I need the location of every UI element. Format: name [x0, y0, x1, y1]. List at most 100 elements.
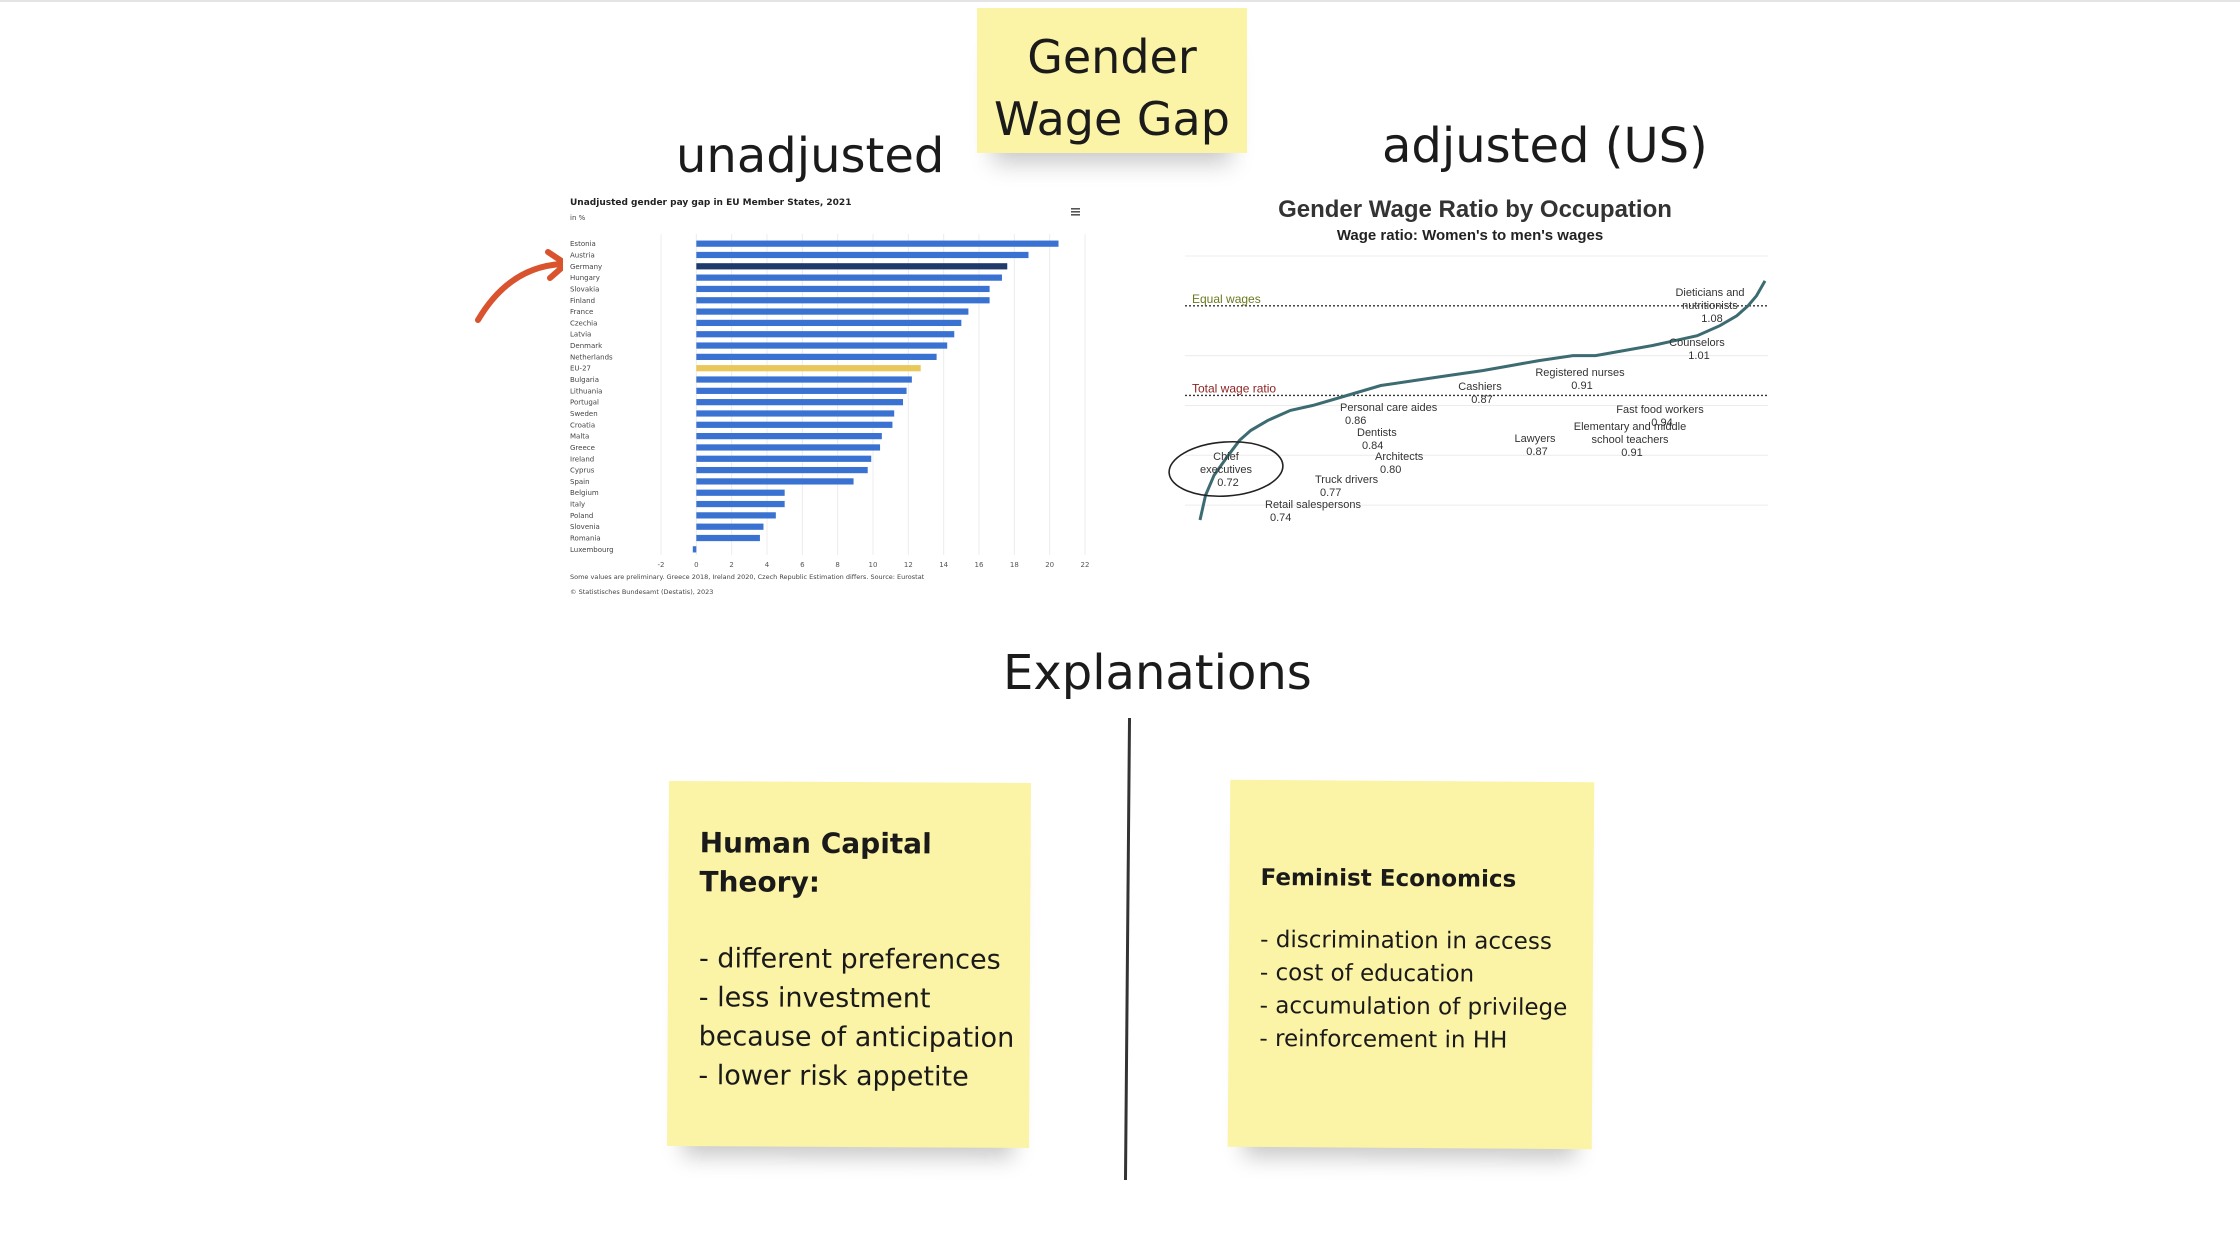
us-annotation-value: 0.94: [1651, 417, 1672, 429]
us-annotation-label: school teachers: [1591, 434, 1669, 446]
eu-bar: [696, 319, 962, 327]
eu-bar: [696, 523, 764, 530]
us-annotation-value: 0.84: [1362, 440, 1383, 452]
feminist-economics-title: Feminist Economics: [1260, 864, 1517, 893]
eu-category-label: Sweden: [570, 410, 598, 418]
us-annotation-value: 1.08: [1701, 313, 1722, 325]
feminist-economics-item: - cost of education: [1259, 959, 1475, 988]
us-annotation-value: 0.77: [1320, 487, 1341, 499]
us-annotation-value: 0.91: [1571, 380, 1592, 392]
us-annotation-value: 0.80: [1380, 464, 1401, 476]
eu-x-tick-label: 18: [1010, 561, 1019, 569]
eu-x-tick-label: 14: [939, 561, 948, 569]
eu-category-label: Ireland: [570, 455, 594, 463]
eu-bar: [696, 455, 872, 462]
eu-chart-credit: © Statistisches Bundesamt (Destatis), 20…: [570, 588, 713, 596]
eu-bar: [696, 512, 776, 519]
eu-category-label: Germany: [570, 263, 602, 271]
eu-bar: [696, 478, 854, 485]
human-capital-title-line2: Theory:: [699, 865, 821, 899]
eu-category-label: Estonia: [570, 240, 596, 248]
eu-bar: [696, 342, 948, 349]
us-annotation-label: Counselors: [1669, 337, 1725, 349]
chief-executives-circle: [1168, 440, 1284, 498]
us-annotation-value: 0.72: [1217, 477, 1238, 489]
eu-category-label: Denmark: [570, 342, 603, 350]
us-annotation-label: executives: [1200, 464, 1252, 476]
eu-x-tick-label: 2: [729, 561, 733, 569]
explanations-divider: [1123, 717, 1132, 1181]
eu-bar: [696, 410, 895, 417]
eu-bar: [696, 534, 760, 542]
us-annotation-value: 0.74: [1270, 512, 1291, 524]
eu-category-label: Romania: [570, 535, 601, 543]
eu-bar: [696, 251, 1029, 259]
eu-category-label: Cyprus: [570, 467, 595, 475]
us-annotation-label: Elementary and middle: [1574, 421, 1687, 433]
eu-bar: [696, 466, 868, 474]
eu-bar: [696, 263, 1008, 270]
eu-category-label: Finland: [570, 297, 595, 305]
eu-bar: [696, 331, 955, 338]
hamburger-menu-icon[interactable]: [1071, 208, 1080, 216]
board-title-line2: Wage Gap: [994, 92, 1230, 146]
human-capital-item: - lower risk appetite: [698, 1060, 969, 1093]
heading-unadjusted: unadjusted: [676, 128, 945, 184]
us-annotation-label: Personal care aides: [1340, 402, 1438, 414]
eu-x-tick-label: 8: [835, 561, 839, 569]
human-capital-item: - less investment: [698, 982, 931, 1015]
top-border: [0, 0, 2240, 2]
feminist-economics-sticky-note[interactable]: Feminist Economics - discrimination in a…: [1227, 779, 1595, 1150]
eu-bar: [696, 500, 785, 508]
us-annotation-value: 0.86: [1345, 415, 1366, 427]
eu-x-tick-label: 22: [1081, 561, 1090, 569]
eu-x-tick-label: 10: [869, 561, 878, 569]
eu-category-label: Croatia: [570, 421, 595, 429]
us-annotation-value: 0.91: [1621, 447, 1642, 459]
human-capital-sticky-note[interactable]: Human Capital Theory: - different prefer…: [667, 781, 1031, 1148]
us-reference-label: Total wage ratio: [1192, 381, 1276, 395]
eu-bar: [696, 421, 893, 428]
eu-category-label: Bulgaria: [570, 376, 599, 384]
us-annotation-label: Lawyers: [1515, 433, 1556, 445]
eu-chart-footnote: Some values are preliminary. Greece 2018…: [570, 573, 925, 581]
feminist-economics-item: - accumulation of privilege: [1259, 992, 1568, 1022]
eu-bar: [696, 240, 1059, 247]
human-capital-title-line1: Human Capital: [699, 826, 932, 861]
eu-category-label: France: [570, 308, 593, 316]
board-title: Gender Wage Gap: [977, 26, 1247, 150]
eu-category-label: Lithuania: [570, 387, 602, 395]
eu-category-label: Czechia: [570, 319, 597, 327]
eu-bar: [696, 376, 912, 383]
eu-x-tick-label: 12: [904, 561, 913, 569]
eu-bar: [692, 546, 697, 553]
eu-category-label: Hungary: [570, 274, 600, 282]
us-wage-ratio-chart: Gender Wage Ratio by Occupation Wage rat…: [1168, 196, 1768, 524]
eu-category-label: Luxembourg: [570, 546, 614, 554]
eu-bar: [696, 433, 882, 440]
eu-category-label: Greece: [570, 444, 595, 452]
eu-category-label: Portugal: [570, 399, 599, 407]
heading-adjusted: adjusted (US): [1382, 118, 1708, 174]
eu-chart-subtitle: in %: [570, 214, 586, 222]
eu-chart-background: [563, 190, 1093, 605]
us-annotation-label: nutritionists: [1682, 300, 1738, 312]
eu-bar: [696, 489, 785, 496]
us-annotation-value: 0.87: [1526, 446, 1547, 458]
eu-bar: [696, 365, 921, 372]
feminist-economics-item: - discrimination in access: [1260, 926, 1552, 955]
title-sticky-note[interactable]: Gender Wage Gap: [977, 8, 1247, 153]
eu-x-tick-label: 16: [975, 561, 984, 569]
eu-bar: [696, 444, 881, 451]
eu-bar: [696, 285, 990, 293]
board-title-line1: Gender: [1027, 30, 1197, 84]
eu-category-label: EU-27: [570, 365, 591, 373]
eu-pay-gap-chart: Unadjusted gender pay gap in EU Member S…: [563, 190, 1093, 605]
eu-category-label: Netherlands: [570, 353, 613, 361]
us-annotation-label: Retail salespersons: [1265, 499, 1361, 511]
heading-explanations: Explanations: [1003, 645, 1312, 701]
eu-bar: [696, 399, 904, 406]
us-annotation-value: 0.87: [1471, 394, 1492, 406]
eu-x-tick-label: 0: [694, 561, 698, 569]
us-annotation-value: 1.01: [1688, 350, 1709, 362]
